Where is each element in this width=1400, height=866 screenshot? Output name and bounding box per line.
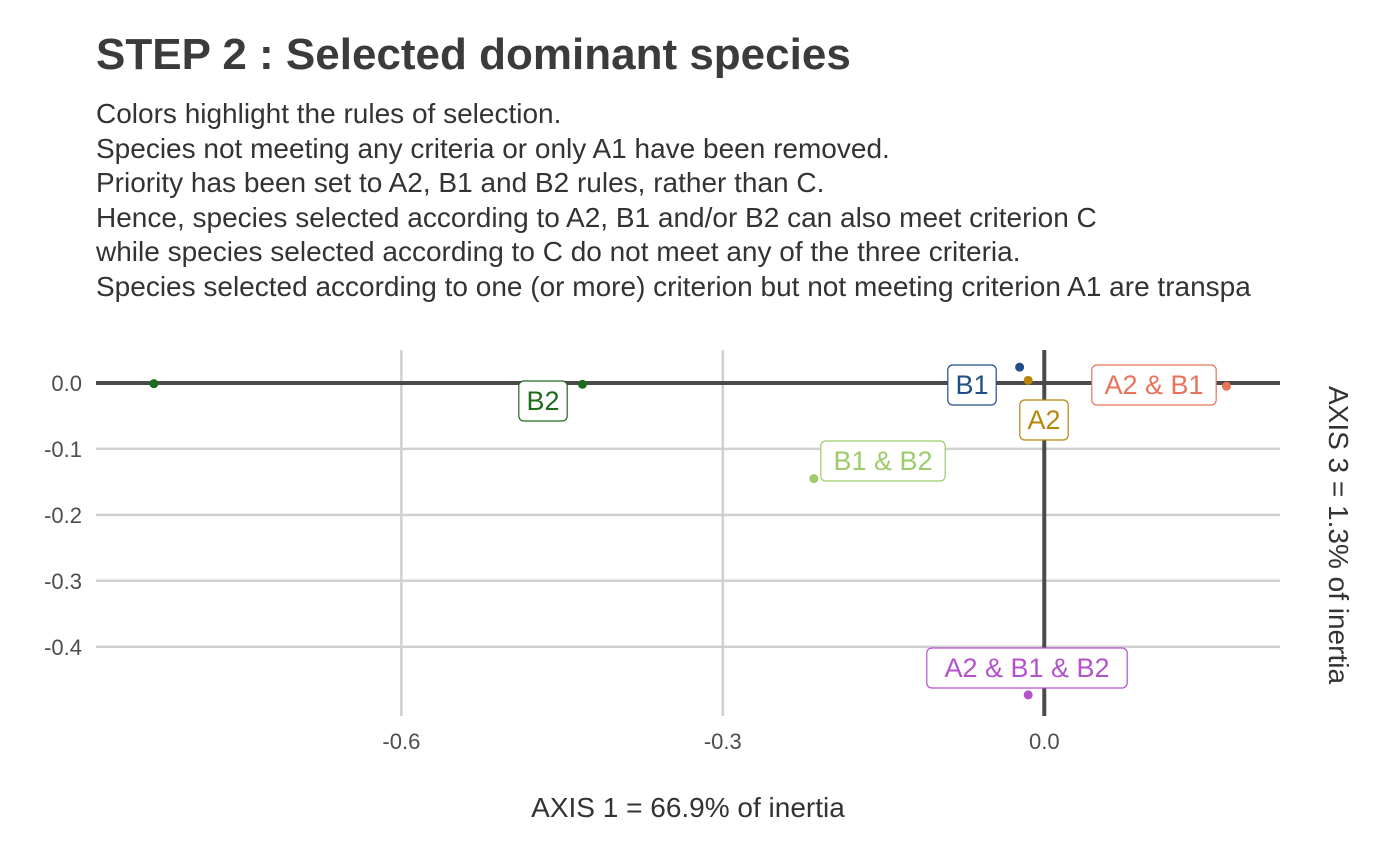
data-label-box: [820, 440, 946, 482]
chart-subtitle: Colors highlight the rules of selection.…: [96, 97, 1251, 305]
data-label-box: [1019, 399, 1069, 441]
data-point: [809, 474, 819, 484]
x-tick-label: -0.6: [382, 729, 420, 754]
data-label: B1: [955, 370, 988, 400]
subtitle-line: while species selected according to C do…: [96, 236, 1021, 268]
data-label-box: [1091, 364, 1217, 406]
data-label: A2: [1027, 405, 1060, 435]
y-tick-label: -0.1: [44, 437, 82, 462]
data-label-box: [926, 647, 1128, 689]
y-tick-label: -0.2: [44, 503, 82, 528]
data-point: [577, 379, 587, 389]
x-tick-label: 0.0: [1029, 729, 1060, 754]
y-axis-label: AXIS 3 = 1.3% of inertia: [1323, 385, 1354, 685]
subtitle-line: Species selected according to one (or mo…: [96, 270, 1251, 302]
data-label-box: [947, 364, 997, 406]
data-label: B2: [526, 386, 559, 416]
subtitle-line: Priority has been set to A2, B1 and B2 r…: [96, 167, 825, 199]
chart-title: STEP 2 : Selected dominant species: [96, 30, 851, 79]
data-point: [1015, 362, 1025, 372]
subtitle-line: Hence, species selected according to A2,…: [96, 201, 1097, 233]
data-point: [1221, 381, 1231, 391]
y-tick-label: 0.0: [51, 371, 82, 396]
data-label-box: [518, 380, 568, 422]
data-point: [149, 379, 159, 389]
subtitle-line: Species not meeting any criteria or only…: [96, 132, 890, 164]
data-label: A2 & B1 & B2: [944, 653, 1109, 683]
data-label: A2 & B1: [1104, 370, 1203, 400]
x-axis-label: AXIS 1 = 66.9% of inertia: [531, 792, 845, 823]
data-point: [1023, 690, 1033, 700]
data-label: B1 & B2: [833, 446, 932, 476]
y-tick-label: -0.4: [44, 635, 82, 660]
subtitle-line: Colors highlight the rules of selection.: [96, 98, 562, 129]
y-tick-label: -0.3: [44, 569, 82, 594]
data-point: [1023, 375, 1033, 385]
x-tick-label: -0.3: [704, 729, 742, 754]
